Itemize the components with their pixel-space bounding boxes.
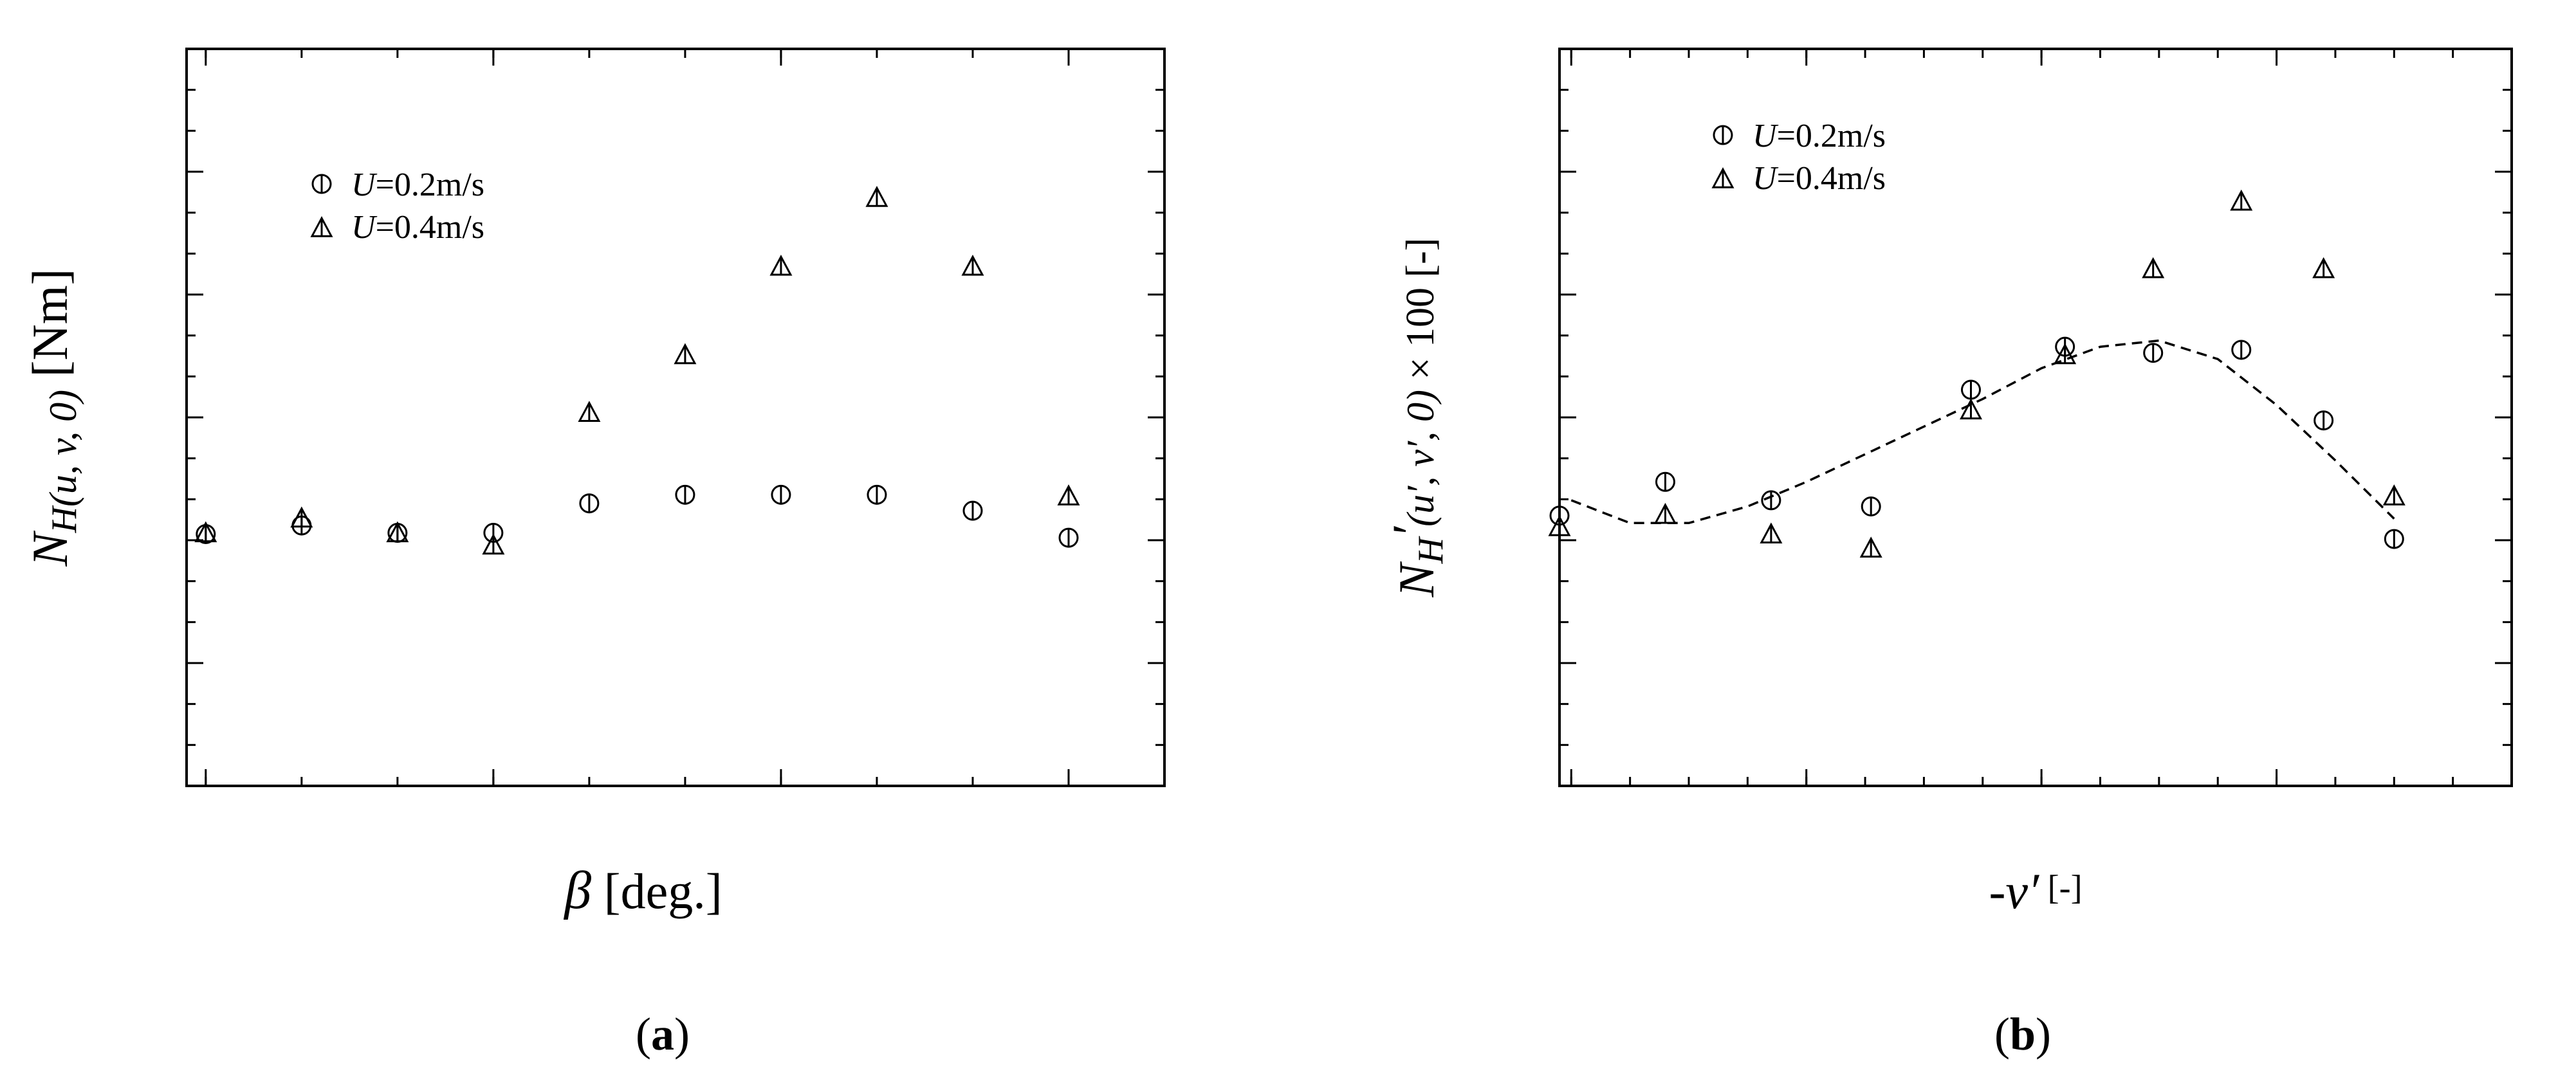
legend-value: =0.4m/s	[1777, 160, 1886, 197]
data-point	[1761, 490, 1781, 511]
data-point	[2142, 257, 2165, 278]
data-point	[1058, 527, 1079, 548]
data-point	[2312, 257, 2335, 278]
caption-close-paren: )	[674, 1008, 690, 1060]
panel-b-chart: U=0.2m/sU=0.4m/s-v′ [-]NH′(u′, v′, 0) × …	[1382, 48, 2513, 1060]
data-point	[865, 186, 888, 207]
legend: U=0.2m/sU=0.4m/s	[310, 167, 484, 246]
series-circle	[1549, 336, 2404, 549]
data-point	[674, 343, 697, 365]
legend-label: U=0.4m/s	[351, 209, 484, 246]
data-point	[2230, 189, 2253, 211]
y-axis-main: N	[22, 531, 78, 567]
legend-marker	[311, 174, 332, 194]
legend-var: U	[1753, 160, 1779, 197]
fit-curve	[1570, 339, 2395, 525]
data-point	[386, 521, 409, 543]
legend-marker	[1713, 125, 1733, 145]
series-triangle	[1548, 189, 2406, 558]
series-triangle	[194, 186, 1080, 555]
panel-caption: (b)	[1994, 1008, 2051, 1060]
legend-value: =0.2m/s	[1777, 118, 1886, 154]
x-axis-symbol: β	[563, 860, 591, 920]
data-point	[482, 533, 505, 555]
x-axis-unit: [deg.]	[591, 863, 722, 919]
legend-value: =0.4m/s	[376, 209, 484, 246]
data-point	[2054, 343, 2077, 365]
data-point	[675, 484, 695, 505]
y-axis-args: (u, v, 0)	[42, 390, 84, 507]
data-point	[2231, 340, 2252, 360]
data-point	[771, 484, 791, 505]
legend-var: U	[1753, 118, 1779, 154]
plot-frame	[185, 48, 1166, 787]
data-point	[1655, 471, 1675, 492]
y-axis-label: NH(u, v, 0) [Nm]	[22, 268, 84, 567]
data-point	[769, 255, 793, 276]
y-axis-main: N	[1388, 561, 1444, 597]
x-axis-label: β [deg.]	[563, 860, 722, 920]
y-axis-label: NH′(u′, v′, 0) × 100 [-]	[1382, 238, 1451, 598]
legend-label: U=0.2m/s	[1753, 118, 1886, 154]
caption-open-paren: (	[636, 1008, 651, 1060]
x-axis-label: -v′ [-]	[1989, 863, 2082, 919]
caption-letter: a	[651, 1008, 674, 1060]
data-point	[1859, 536, 1882, 558]
y-axis-args: (u′, v′, 0)	[1399, 390, 1442, 527]
data-point	[1653, 502, 1677, 524]
y-axis-prime: ′	[1382, 525, 1438, 538]
data-point	[578, 401, 601, 422]
y-axis-unit: [Nm]	[22, 268, 78, 389]
data-point	[867, 484, 887, 505]
x-axis-main: -v′	[1989, 863, 2040, 919]
data-point	[2382, 484, 2406, 505]
legend-marker	[310, 216, 333, 237]
legend-label: U=0.4m/s	[1753, 160, 1886, 197]
data-point	[2384, 529, 2404, 549]
data-point	[2143, 343, 2164, 363]
data-point	[1861, 496, 1881, 516]
caption-letter: b	[2010, 1008, 2036, 1060]
legend: U=0.2m/sU=0.4m/s	[1711, 118, 1886, 197]
legend-marker	[1711, 167, 1734, 188]
data-point	[961, 255, 984, 276]
y-axis-multiplier: × 100 [-]	[1399, 238, 1442, 390]
legend-var: U	[351, 167, 378, 203]
legend-label: U=0.2m/s	[351, 167, 484, 203]
plot-frame	[1558, 48, 2513, 787]
data-point	[194, 521, 217, 543]
x-axis-unit: [-]	[2039, 868, 2082, 907]
panel-caption: (a)	[636, 1008, 690, 1060]
data-point	[2314, 410, 2334, 431]
legend-var: U	[351, 209, 378, 246]
y-axis-sub: H	[44, 505, 84, 534]
caption-open-paren: (	[1994, 1008, 2010, 1060]
data-point	[962, 500, 983, 521]
data-point	[1760, 522, 1783, 544]
panel-a-chart: U=0.2m/sU=0.4m/sβ [deg.]NH(u, v, 0) [Nm]…	[22, 48, 1166, 1060]
y-axis-sub: H	[1411, 536, 1451, 564]
data-point	[579, 493, 600, 514]
data-point	[1548, 514, 1571, 536]
data-point	[1961, 379, 1982, 400]
legend-value: =0.2m/s	[376, 167, 484, 203]
caption-close-paren: )	[2036, 1008, 2051, 1060]
series-circle	[196, 484, 1079, 548]
data-point	[1057, 484, 1080, 505]
data-point	[290, 506, 313, 528]
data-point	[1960, 398, 1983, 420]
